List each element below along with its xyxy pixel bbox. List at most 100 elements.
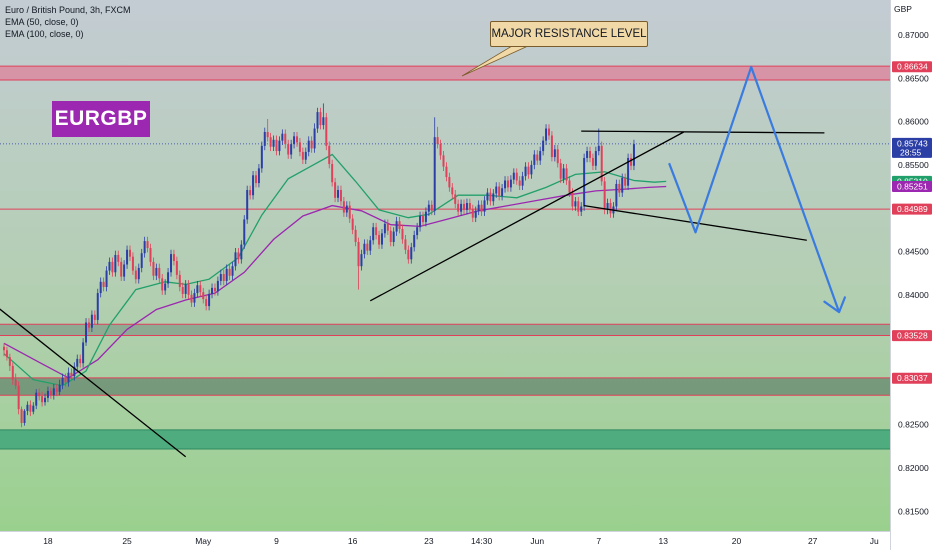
candle-body	[137, 267, 140, 280]
y-tick-label: 0.84000	[898, 290, 929, 300]
candle	[398, 216, 401, 234]
x-tick-label: 18	[43, 536, 53, 546]
candle	[360, 249, 363, 271]
candle-body	[589, 151, 591, 158]
price-label-bg	[892, 180, 932, 192]
x-tick-label: 16	[348, 536, 358, 546]
candle-body	[35, 392, 38, 406]
candle	[146, 236, 149, 253]
candle	[275, 135, 278, 156]
candle-body	[99, 281, 102, 294]
candle	[208, 289, 211, 311]
candle	[26, 401, 29, 416]
candle	[436, 126, 439, 149]
candle	[237, 248, 240, 264]
candle-body	[474, 210, 477, 218]
candle	[328, 141, 331, 169]
candle	[272, 135, 275, 152]
candle	[85, 318, 88, 346]
candle-body	[146, 241, 149, 249]
candle-body	[395, 221, 398, 232]
x-tick-label: 23	[424, 536, 434, 546]
candle-body	[325, 117, 328, 146]
candle	[416, 222, 419, 240]
chart-legend: Euro / British Pound, 3h, FXCM EMA (50, …	[5, 4, 131, 40]
candle-body	[243, 219, 246, 245]
candle-body	[530, 164, 533, 175]
candle-body	[257, 168, 260, 184]
price-axis[interactable]	[890, 0, 932, 550]
candle	[339, 185, 342, 206]
candle-body	[263, 131, 266, 146]
candle-body	[313, 128, 316, 149]
candle	[111, 257, 114, 277]
candle-body	[82, 342, 85, 364]
price-label-text: 0.86634	[897, 62, 928, 72]
candle	[345, 201, 348, 217]
candle-body	[571, 192, 574, 207]
candle-body	[269, 137, 272, 147]
candle	[301, 147, 304, 165]
candle-body	[471, 209, 474, 218]
candle-body	[254, 175, 257, 184]
candle	[586, 146, 589, 163]
candle-body	[296, 136, 298, 143]
candle-body	[606, 203, 609, 210]
candle-body	[527, 166, 530, 175]
candle-body	[17, 385, 20, 410]
candle-body	[565, 168, 568, 181]
candle-body	[143, 241, 146, 254]
candle	[395, 216, 398, 236]
candle-body	[228, 268, 231, 276]
candle-body	[79, 358, 82, 364]
candle	[228, 264, 231, 281]
candle-body	[533, 154, 536, 165]
candle-body	[465, 203, 468, 210]
candle	[158, 263, 161, 283]
candle-body	[345, 205, 348, 213]
candle	[278, 136, 281, 156]
time-axis[interactable]	[0, 531, 890, 550]
candle	[565, 164, 568, 185]
candle	[213, 283, 216, 296]
candle-body	[211, 287, 214, 294]
candle-body	[23, 410, 26, 423]
candle-body	[583, 157, 586, 207]
candle-body	[457, 203, 460, 212]
candle-body	[319, 112, 322, 126]
candle	[589, 146, 591, 163]
candle	[55, 383, 58, 397]
candle-body	[240, 244, 243, 260]
candle	[293, 131, 296, 149]
candle	[404, 235, 407, 255]
candle	[257, 164, 260, 188]
candle-body	[8, 357, 11, 366]
candle-body	[477, 204, 480, 211]
candle	[509, 175, 512, 192]
candle-body	[562, 168, 565, 179]
price-label: 0.85251	[892, 180, 932, 192]
candle-body	[61, 377, 64, 385]
candle-body	[348, 205, 351, 219]
candle-body	[231, 266, 234, 276]
candle	[389, 226, 392, 247]
x-tick-label: 20	[732, 536, 742, 546]
candle	[603, 177, 606, 215]
candle	[547, 124, 550, 140]
candle	[378, 230, 381, 249]
candle-body	[539, 151, 542, 161]
teal-zone	[0, 429, 890, 449]
candle-body	[193, 293, 196, 303]
candle-body	[515, 172, 518, 181]
candle	[369, 235, 372, 255]
candle-body	[87, 322, 90, 328]
candle	[202, 287, 205, 304]
candle-body	[615, 183, 618, 207]
price-label-text: 0.83037	[897, 373, 928, 383]
candle-body	[111, 261, 114, 273]
candle	[120, 257, 123, 281]
candle	[225, 264, 228, 286]
candle-body	[586, 151, 589, 158]
support-zone-upper	[0, 324, 890, 336]
